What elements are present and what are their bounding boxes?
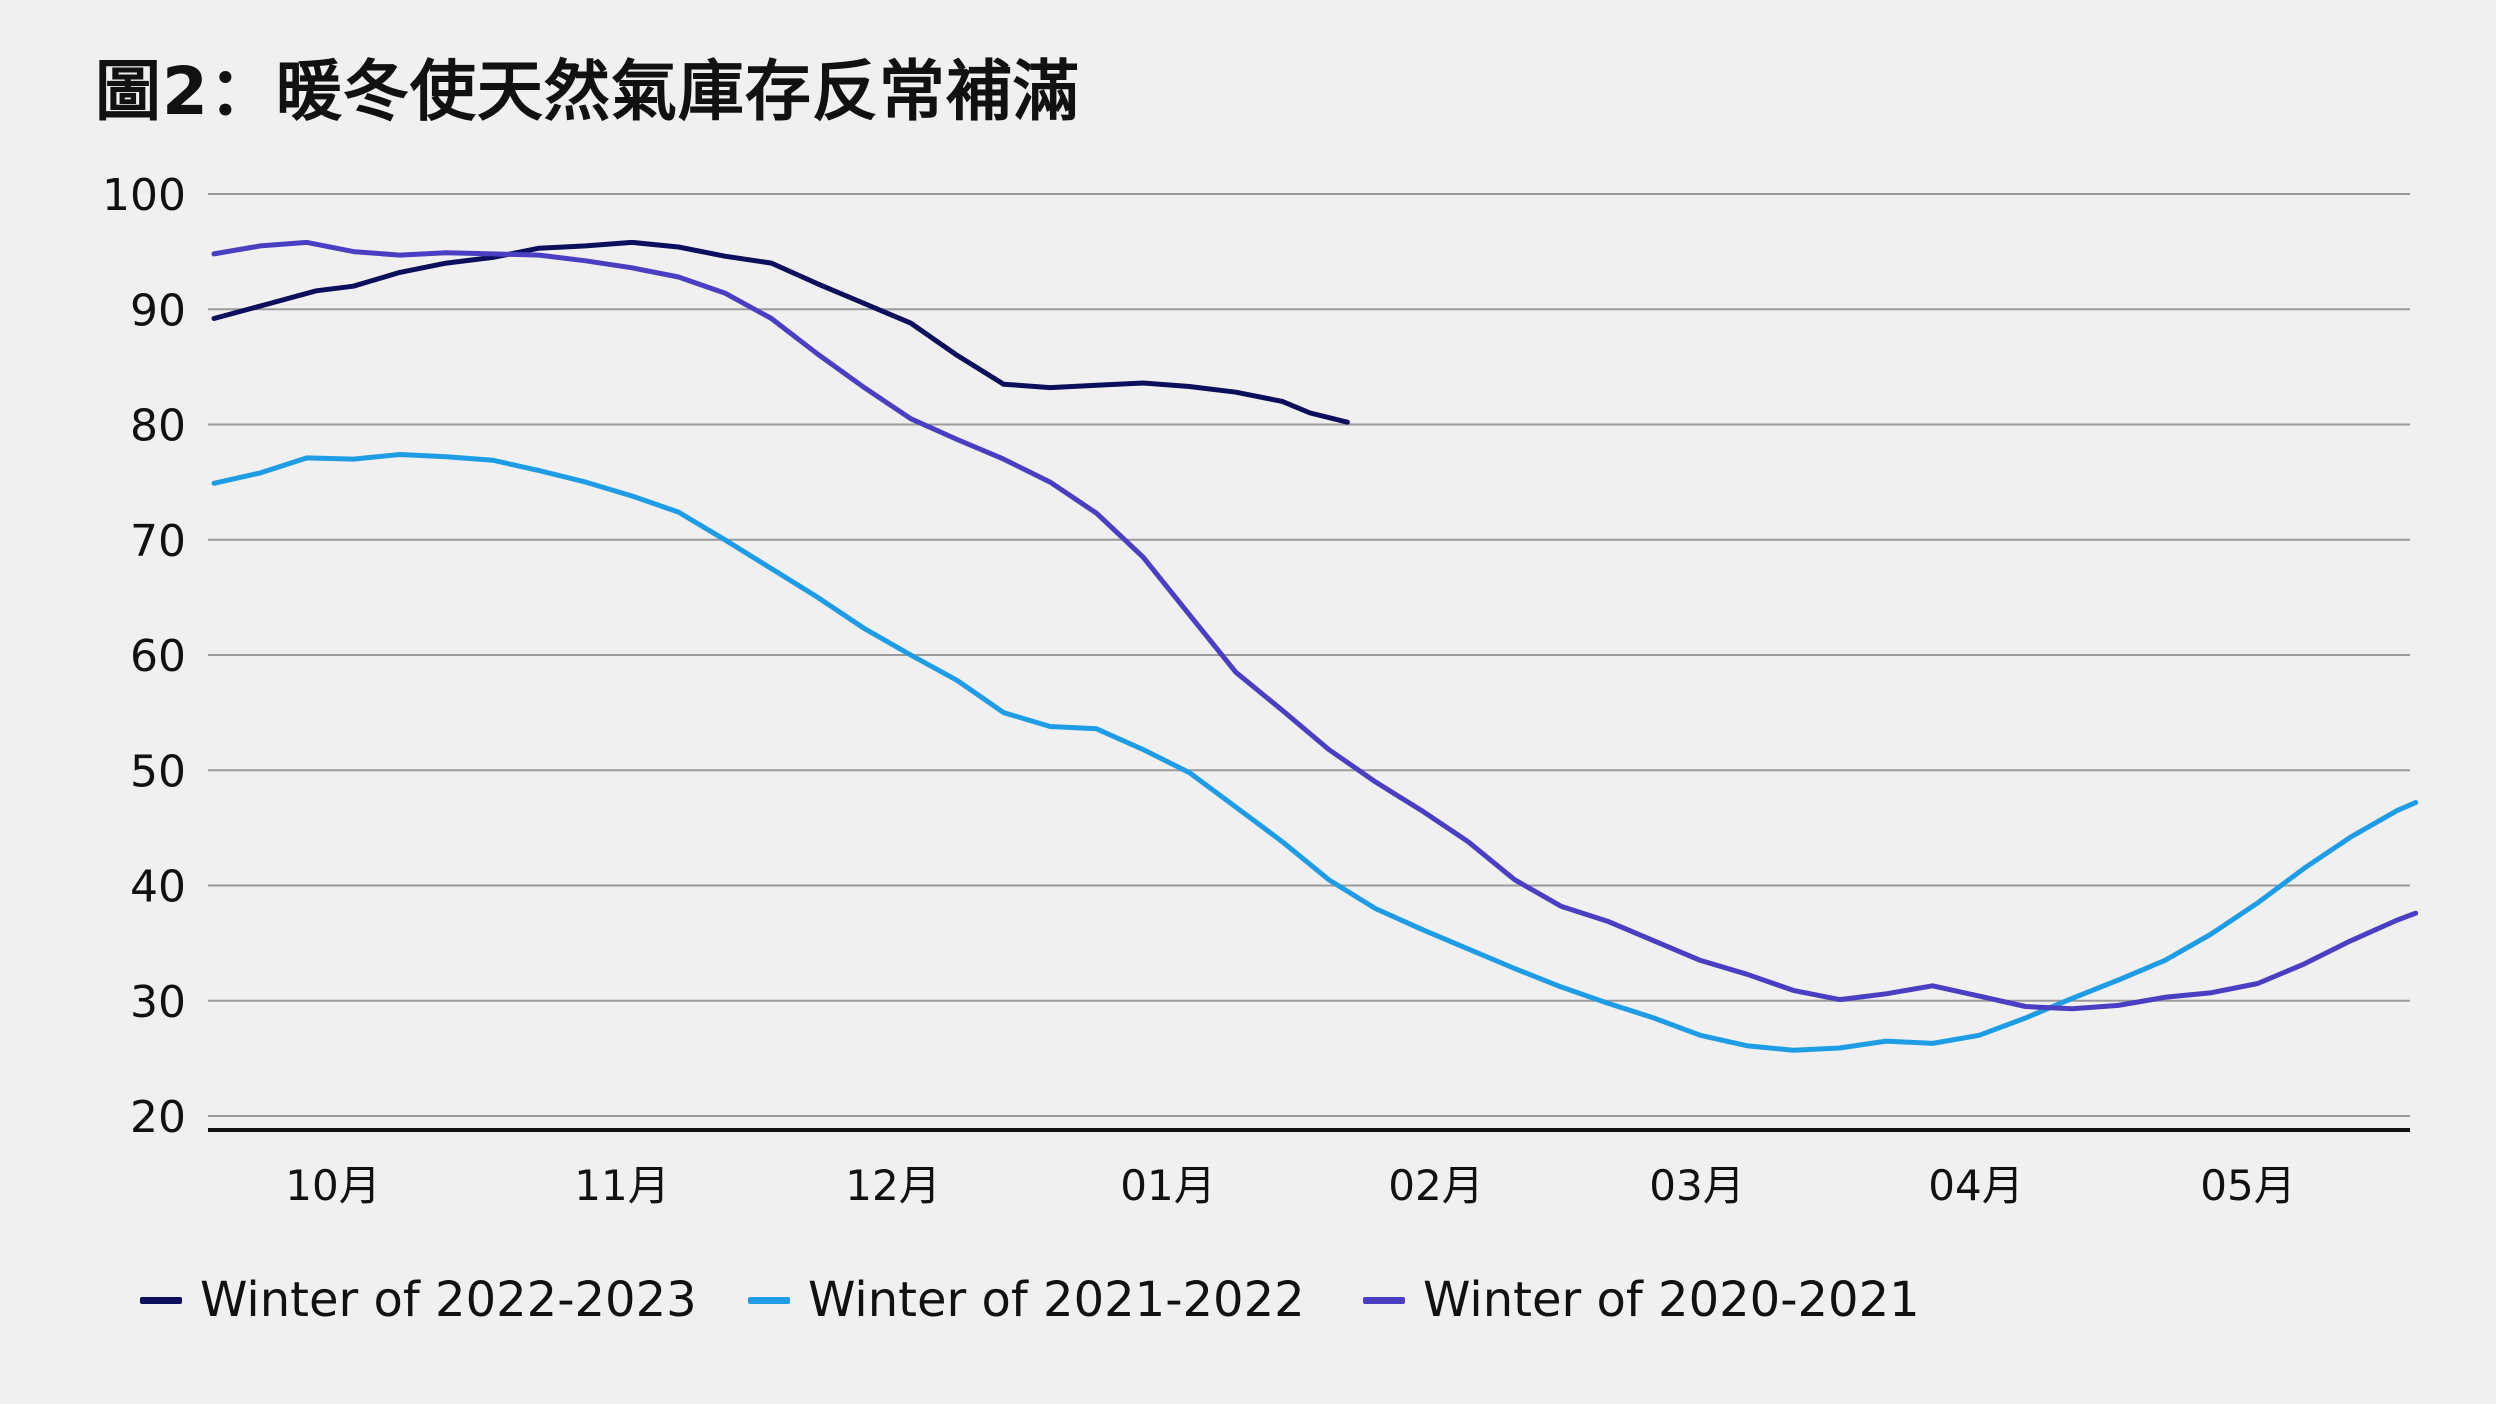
y-tick-label: 90: [130, 285, 186, 336]
y-tick-label: 40: [130, 862, 186, 913]
y-tick-label: 80: [130, 401, 186, 452]
chart-title: 圖2：暖冬使天然氣庫存反常補滿: [95, 53, 1080, 130]
x-tick-label: 03月: [1649, 1161, 1744, 1210]
series-line-winter-of-2020-2021: [211, 239, 2419, 1012]
y-tick-label: 30: [130, 977, 186, 1028]
legend-item-2021-2022: Winter of 2021-2022: [748, 1270, 1305, 1330]
legend-item-2022-2023: Winter of 2022-2023: [140, 1270, 697, 1330]
legend-item-2020-2021: Winter of 2020-2021: [1363, 1270, 1920, 1330]
legend-swatch-2020-2021: [1363, 1296, 1405, 1304]
y-tick-label: 70: [130, 516, 186, 567]
y-axis-ticks: 20 30 40 50 60 70 80 90 100: [102, 170, 186, 1143]
legend-label-2022-2023: Winter of 2022-2023: [200, 1272, 697, 1328]
y-tick-label: 60: [130, 631, 186, 682]
legend-label-2021-2022: Winter of 2021-2022: [808, 1272, 1305, 1328]
x-axis-ticks: 10月 11月 12月 01月 02月 03月 04月 05月: [285, 1161, 2295, 1210]
x-tick-label: 01月: [1120, 1161, 1215, 1210]
x-tick-label: 11月: [574, 1161, 669, 1210]
series-lines: [211, 239, 2419, 1053]
x-tick-label: 10月: [285, 1161, 380, 1210]
gridlines: [208, 193, 2410, 1132]
x-tick-label: 02月: [1388, 1161, 1483, 1210]
legend-label-2020-2021: Winter of 2020-2021: [1423, 1272, 1920, 1328]
series-line-winter-of-2021-2022: [211, 452, 2419, 1053]
legend: Winter of 2022-2023 Winter of 2021-2022 …: [140, 1270, 2440, 1330]
series-line-winter-of-2022-2023: [211, 239, 1350, 425]
x-tick-label: 05月: [2200, 1161, 2295, 1210]
legend-swatch-2021-2022: [748, 1296, 790, 1304]
y-tick-label: 50: [130, 746, 186, 797]
y-tick-label: 100: [102, 170, 186, 221]
y-tick-label: 20: [130, 1092, 186, 1143]
x-tick-label: 12月: [845, 1161, 940, 1210]
x-tick-label: 04月: [1928, 1161, 2023, 1210]
legend-swatch-2022-2023: [140, 1296, 182, 1304]
